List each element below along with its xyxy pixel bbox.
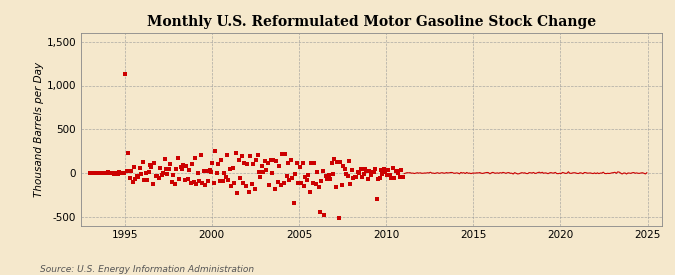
Text: Source: U.S. Energy Information Administration: Source: U.S. Energy Information Administ…	[40, 265, 254, 274]
Y-axis label: Thousand Barrels per Day: Thousand Barrels per Day	[34, 62, 44, 197]
Title: Monthly U.S. Reformulated Motor Gasoline Stock Change: Monthly U.S. Reformulated Motor Gasoline…	[146, 15, 596, 29]
